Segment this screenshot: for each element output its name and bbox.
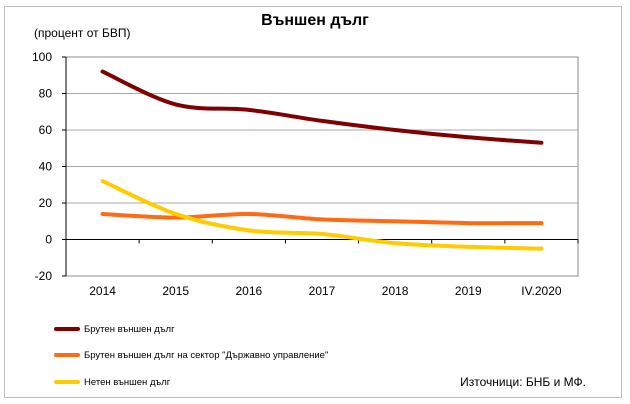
y-tick-label: 0	[45, 233, 52, 247]
y-tick-label: 60	[39, 123, 53, 137]
source-note: Източници: БНБ и МФ.	[460, 375, 586, 389]
legend-swatch	[54, 353, 80, 357]
legend-item-gross-external-debt: Брутен външен дълг	[54, 322, 175, 336]
y-tick-label: 80	[39, 87, 53, 101]
y-tick-label: -20	[35, 269, 53, 283]
legend-item-government-gross-external-debt: Брутен външен дълг на сектор "Държавно у…	[54, 348, 328, 362]
x-tick-label: 2018	[382, 284, 409, 298]
y-tick-label: 20	[39, 196, 53, 210]
legend-label: Брутен външен дълг	[84, 323, 175, 335]
legend-swatch	[54, 380, 80, 384]
legend-label: Брутен външен дълг на сектор "Държавно у…	[84, 349, 329, 361]
legend-swatch	[54, 327, 80, 331]
legend-label: Нетен външен дълг	[84, 376, 171, 388]
legend-item-net-external-debt: Нетен външен дълг	[54, 375, 170, 389]
x-tick-label: 2016	[236, 284, 263, 298]
x-tick-label: 2015	[162, 284, 189, 298]
x-tick-label: 2017	[309, 284, 336, 298]
chart-title: Външен дълг	[261, 12, 369, 29]
x-tick-label: 2014	[89, 284, 116, 298]
y-tick-label: 40	[39, 160, 53, 174]
y-tick-label: 100	[32, 50, 52, 64]
x-tick-label: 2019	[455, 284, 482, 298]
y-axis-unit-label: (процент от БВП)	[34, 26, 131, 40]
x-tick-label: IV.2020	[521, 284, 562, 298]
